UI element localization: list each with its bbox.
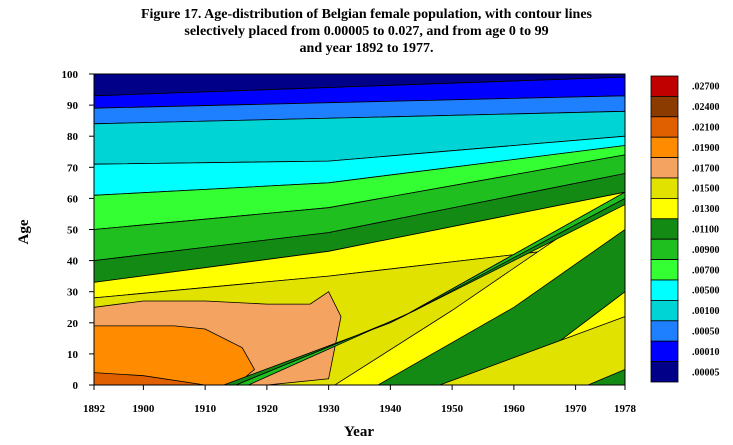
x-tick-label: 1970 xyxy=(565,403,588,415)
title-line-3: and year 1892 to 1977. xyxy=(299,41,434,56)
legend-label: .00500 xyxy=(692,286,720,297)
legend-swatch xyxy=(650,361,679,383)
legend-label: .01100 xyxy=(692,225,719,236)
legend-swatch xyxy=(650,340,679,363)
y-tick-label: 20 xyxy=(67,318,79,330)
y-axis: 0 10 20 30 40 50 60 70 80 90 100 xyxy=(62,69,94,392)
contour-band-02100-12 xyxy=(94,372,206,385)
contour-band-01500-17 xyxy=(439,316,625,385)
legend-swatch xyxy=(650,157,679,179)
legend-label: .02400 xyxy=(692,102,720,113)
x-tick-label: 1960 xyxy=(503,403,526,415)
x-tick-label: 1910 xyxy=(194,403,217,415)
legend-label: .00900 xyxy=(692,245,720,256)
y-tick-label: 60 xyxy=(67,193,79,205)
legend-swatch xyxy=(650,177,679,199)
y-tick-label: 10 xyxy=(67,349,79,361)
x-tick-label: 1978 xyxy=(614,403,637,415)
legend-label: .00100 xyxy=(692,306,720,317)
legend-label: .01900 xyxy=(692,143,720,154)
contour-band-01100-16 xyxy=(377,229,625,385)
legend-label: .02100 xyxy=(692,123,720,134)
y-tick-label: 100 xyxy=(62,69,79,81)
title-line-2: selectively placed from 0.00005 to 0.027… xyxy=(184,24,549,39)
legend-swatch xyxy=(650,279,679,301)
y-tick-label: 0 xyxy=(73,380,79,392)
color-legend: .02700 .02400 .02100 .01900 .01700 .01500 .013… xyxy=(650,75,720,383)
x-tick-label: 1920 xyxy=(256,403,279,415)
legend-label: .00050 xyxy=(692,327,720,338)
y-tick-label: 50 xyxy=(67,225,79,237)
legend-label: .00010 xyxy=(692,347,720,358)
contour-band-00900-15 xyxy=(235,191,625,385)
legend-swatch xyxy=(650,259,679,281)
contour-band-01900-11 xyxy=(94,325,256,385)
legend-label: .02700 xyxy=(692,82,720,93)
x-tick-label: 1950 xyxy=(441,403,464,415)
legend-label: .01500 xyxy=(692,184,720,195)
y-tick-label: 90 xyxy=(67,100,79,112)
title-line-1: Figure 17. Age-distribution of Belgian f… xyxy=(140,7,592,22)
legend-swatch xyxy=(650,96,679,118)
y-tick-label: 40 xyxy=(67,256,79,268)
legend-swatch xyxy=(650,299,679,322)
legend-swatch xyxy=(650,218,679,240)
contour-bands xyxy=(94,74,625,385)
legend-label: .00005 xyxy=(692,367,720,378)
chart-title: Figure 17. Age-distribution of Belgian f… xyxy=(0,6,733,57)
legend-swatch xyxy=(650,75,679,97)
contour-band-01100-18 xyxy=(587,368,625,385)
x-tick-label: 1940 xyxy=(379,403,402,415)
x-tick-label: 1900 xyxy=(132,403,155,415)
contour-band-01100-14 xyxy=(223,191,625,385)
legend-swatch xyxy=(650,238,679,260)
legend-label: .01300 xyxy=(692,204,720,215)
y-tick-label: 30 xyxy=(67,287,79,299)
legend-swatch xyxy=(650,320,679,342)
y-tick-label: 80 xyxy=(67,131,79,143)
y-axis-label: Age xyxy=(16,219,32,244)
legend-swatch xyxy=(650,116,679,138)
x-axis-label: Year xyxy=(344,424,374,440)
legend-swatch xyxy=(650,136,679,158)
legend-label: .01700 xyxy=(692,163,720,174)
legend-label: .00700 xyxy=(692,265,720,276)
y-tick-label: 70 xyxy=(67,162,79,174)
legend-swatch xyxy=(650,197,679,220)
x-tick-label: 1930 xyxy=(318,403,341,415)
x-tick-label: 1892 xyxy=(83,403,106,415)
x-axis: 1892 1900 1910 1920 1930 1940 1950 1960 1970 1978 xyxy=(83,385,637,415)
